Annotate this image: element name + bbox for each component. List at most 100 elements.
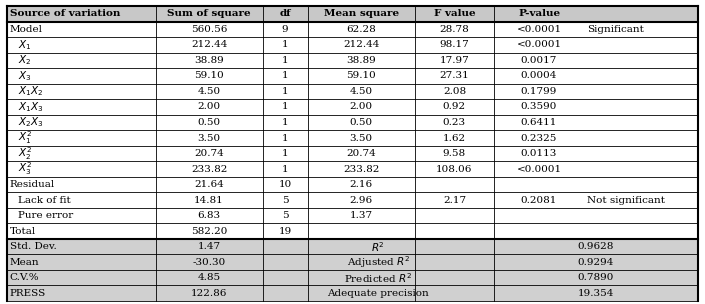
Bar	[7, 270, 698, 285]
Text: $X_3$: $X_3$	[18, 69, 32, 83]
Text: Model: Model	[10, 25, 43, 34]
Text: $X_2X_3$: $X_2X_3$	[18, 116, 44, 130]
Text: 233.82: 233.82	[343, 164, 379, 174]
Text: 1: 1	[282, 40, 288, 49]
Text: Pure error: Pure error	[18, 211, 73, 220]
Text: 0.2081: 0.2081	[521, 195, 557, 205]
Text: 0.0004: 0.0004	[521, 71, 557, 81]
Text: 21.64: 21.64	[195, 180, 224, 189]
Text: Std. Dev.: Std. Dev.	[10, 242, 56, 251]
Text: 38.89: 38.89	[195, 56, 224, 65]
Text: 1.62: 1.62	[443, 133, 466, 143]
Text: Significant: Significant	[587, 25, 644, 34]
Text: 0.50: 0.50	[350, 118, 373, 127]
Text: $X_2$: $X_2$	[18, 54, 32, 67]
Text: 0.0017: 0.0017	[521, 56, 557, 65]
Text: Source of variation: Source of variation	[10, 9, 121, 18]
Bar	[7, 285, 698, 301]
Text: 6.83: 6.83	[197, 211, 221, 220]
Text: P-value: P-value	[518, 9, 560, 18]
Text: 19: 19	[278, 226, 292, 236]
Text: 20.74: 20.74	[346, 149, 376, 158]
Bar	[7, 239, 698, 254]
Text: 1: 1	[282, 102, 288, 112]
Text: 98.17: 98.17	[439, 40, 470, 49]
Text: 0.6411: 0.6411	[521, 118, 557, 127]
Text: Lack of fit: Lack of fit	[18, 195, 71, 205]
Text: 14.81: 14.81	[195, 195, 224, 205]
Text: 20.74: 20.74	[195, 149, 224, 158]
Text: 2.00: 2.00	[350, 102, 373, 112]
Text: <0.0001: <0.0001	[517, 25, 562, 34]
Text: 4.85: 4.85	[197, 273, 221, 282]
Text: 59.10: 59.10	[346, 71, 376, 81]
Text: 2.16: 2.16	[350, 180, 373, 189]
Text: 3.50: 3.50	[350, 133, 373, 143]
Text: 2.08: 2.08	[443, 87, 466, 96]
Text: $R^2$: $R^2$	[372, 240, 386, 254]
Text: $X_2^2$: $X_2^2$	[18, 145, 32, 162]
Text: 212.44: 212.44	[191, 40, 227, 49]
Text: <0.0001: <0.0001	[517, 164, 562, 174]
Text: 0.92: 0.92	[443, 102, 466, 112]
Text: 5: 5	[282, 195, 288, 205]
Bar	[7, 6, 698, 22]
Text: 0.50: 0.50	[197, 118, 221, 127]
Text: 38.89: 38.89	[346, 56, 376, 65]
Text: 0.2325: 0.2325	[521, 133, 557, 143]
Text: 1: 1	[282, 87, 288, 96]
Text: 233.82: 233.82	[191, 164, 227, 174]
Text: Adequate precision: Adequate precision	[328, 289, 429, 298]
Text: C.V.%: C.V.%	[10, 273, 39, 282]
Text: 2.17: 2.17	[443, 195, 466, 205]
Text: 212.44: 212.44	[343, 40, 379, 49]
Text: 0.1799: 0.1799	[521, 87, 557, 96]
Text: 1: 1	[282, 133, 288, 143]
Bar	[7, 254, 698, 270]
Text: 17.97: 17.97	[439, 56, 470, 65]
Text: $X_1X_2$: $X_1X_2$	[18, 85, 44, 98]
Text: 1.47: 1.47	[197, 242, 221, 251]
Text: Total: Total	[10, 226, 36, 236]
Text: 27.31: 27.31	[439, 71, 470, 81]
Text: 0.7890: 0.7890	[578, 273, 614, 282]
Text: 1.37: 1.37	[350, 211, 373, 220]
Text: Sum of square: Sum of square	[167, 9, 251, 18]
Text: 1: 1	[282, 118, 288, 127]
Text: F value: F value	[434, 9, 475, 18]
Text: 62.28: 62.28	[346, 25, 376, 34]
Text: $X_1^2$: $X_1^2$	[18, 130, 32, 147]
Text: 2.00: 2.00	[197, 102, 221, 112]
Text: Residual: Residual	[10, 180, 55, 189]
Text: 0.23: 0.23	[443, 118, 466, 127]
Text: Adjusted $R^2$: Adjusted $R^2$	[347, 254, 410, 270]
Text: 560.56: 560.56	[191, 25, 227, 34]
Text: 1: 1	[282, 71, 288, 81]
Text: 59.10: 59.10	[195, 71, 224, 81]
Text: 4.50: 4.50	[350, 87, 373, 96]
Text: 1: 1	[282, 164, 288, 174]
Text: Mean: Mean	[10, 258, 39, 267]
Text: 2.96: 2.96	[350, 195, 373, 205]
Text: 10: 10	[278, 180, 292, 189]
Text: 9: 9	[282, 25, 288, 34]
Text: 19.354: 19.354	[578, 289, 614, 298]
Text: $X_3^2$: $X_3^2$	[18, 161, 32, 178]
Text: -30.30: -30.30	[192, 258, 226, 267]
Text: 28.78: 28.78	[439, 25, 470, 34]
Text: 0.9294: 0.9294	[578, 258, 614, 267]
Text: Predicted $R^2$: Predicted $R^2$	[345, 271, 412, 285]
Text: df: df	[279, 9, 291, 18]
Text: 5: 5	[282, 211, 288, 220]
Text: 0.3590: 0.3590	[521, 102, 557, 112]
Text: 3.50: 3.50	[197, 133, 221, 143]
Text: 0.0113: 0.0113	[521, 149, 557, 158]
Text: 582.20: 582.20	[191, 226, 227, 236]
Text: $X_1$: $X_1$	[18, 38, 32, 52]
Text: 108.06: 108.06	[436, 164, 472, 174]
Text: Not significant: Not significant	[587, 195, 665, 205]
Text: PRESS: PRESS	[10, 289, 46, 298]
Text: 0.9628: 0.9628	[578, 242, 614, 251]
Text: $X_1X_3$: $X_1X_3$	[18, 100, 44, 114]
Text: 122.86: 122.86	[191, 289, 227, 298]
